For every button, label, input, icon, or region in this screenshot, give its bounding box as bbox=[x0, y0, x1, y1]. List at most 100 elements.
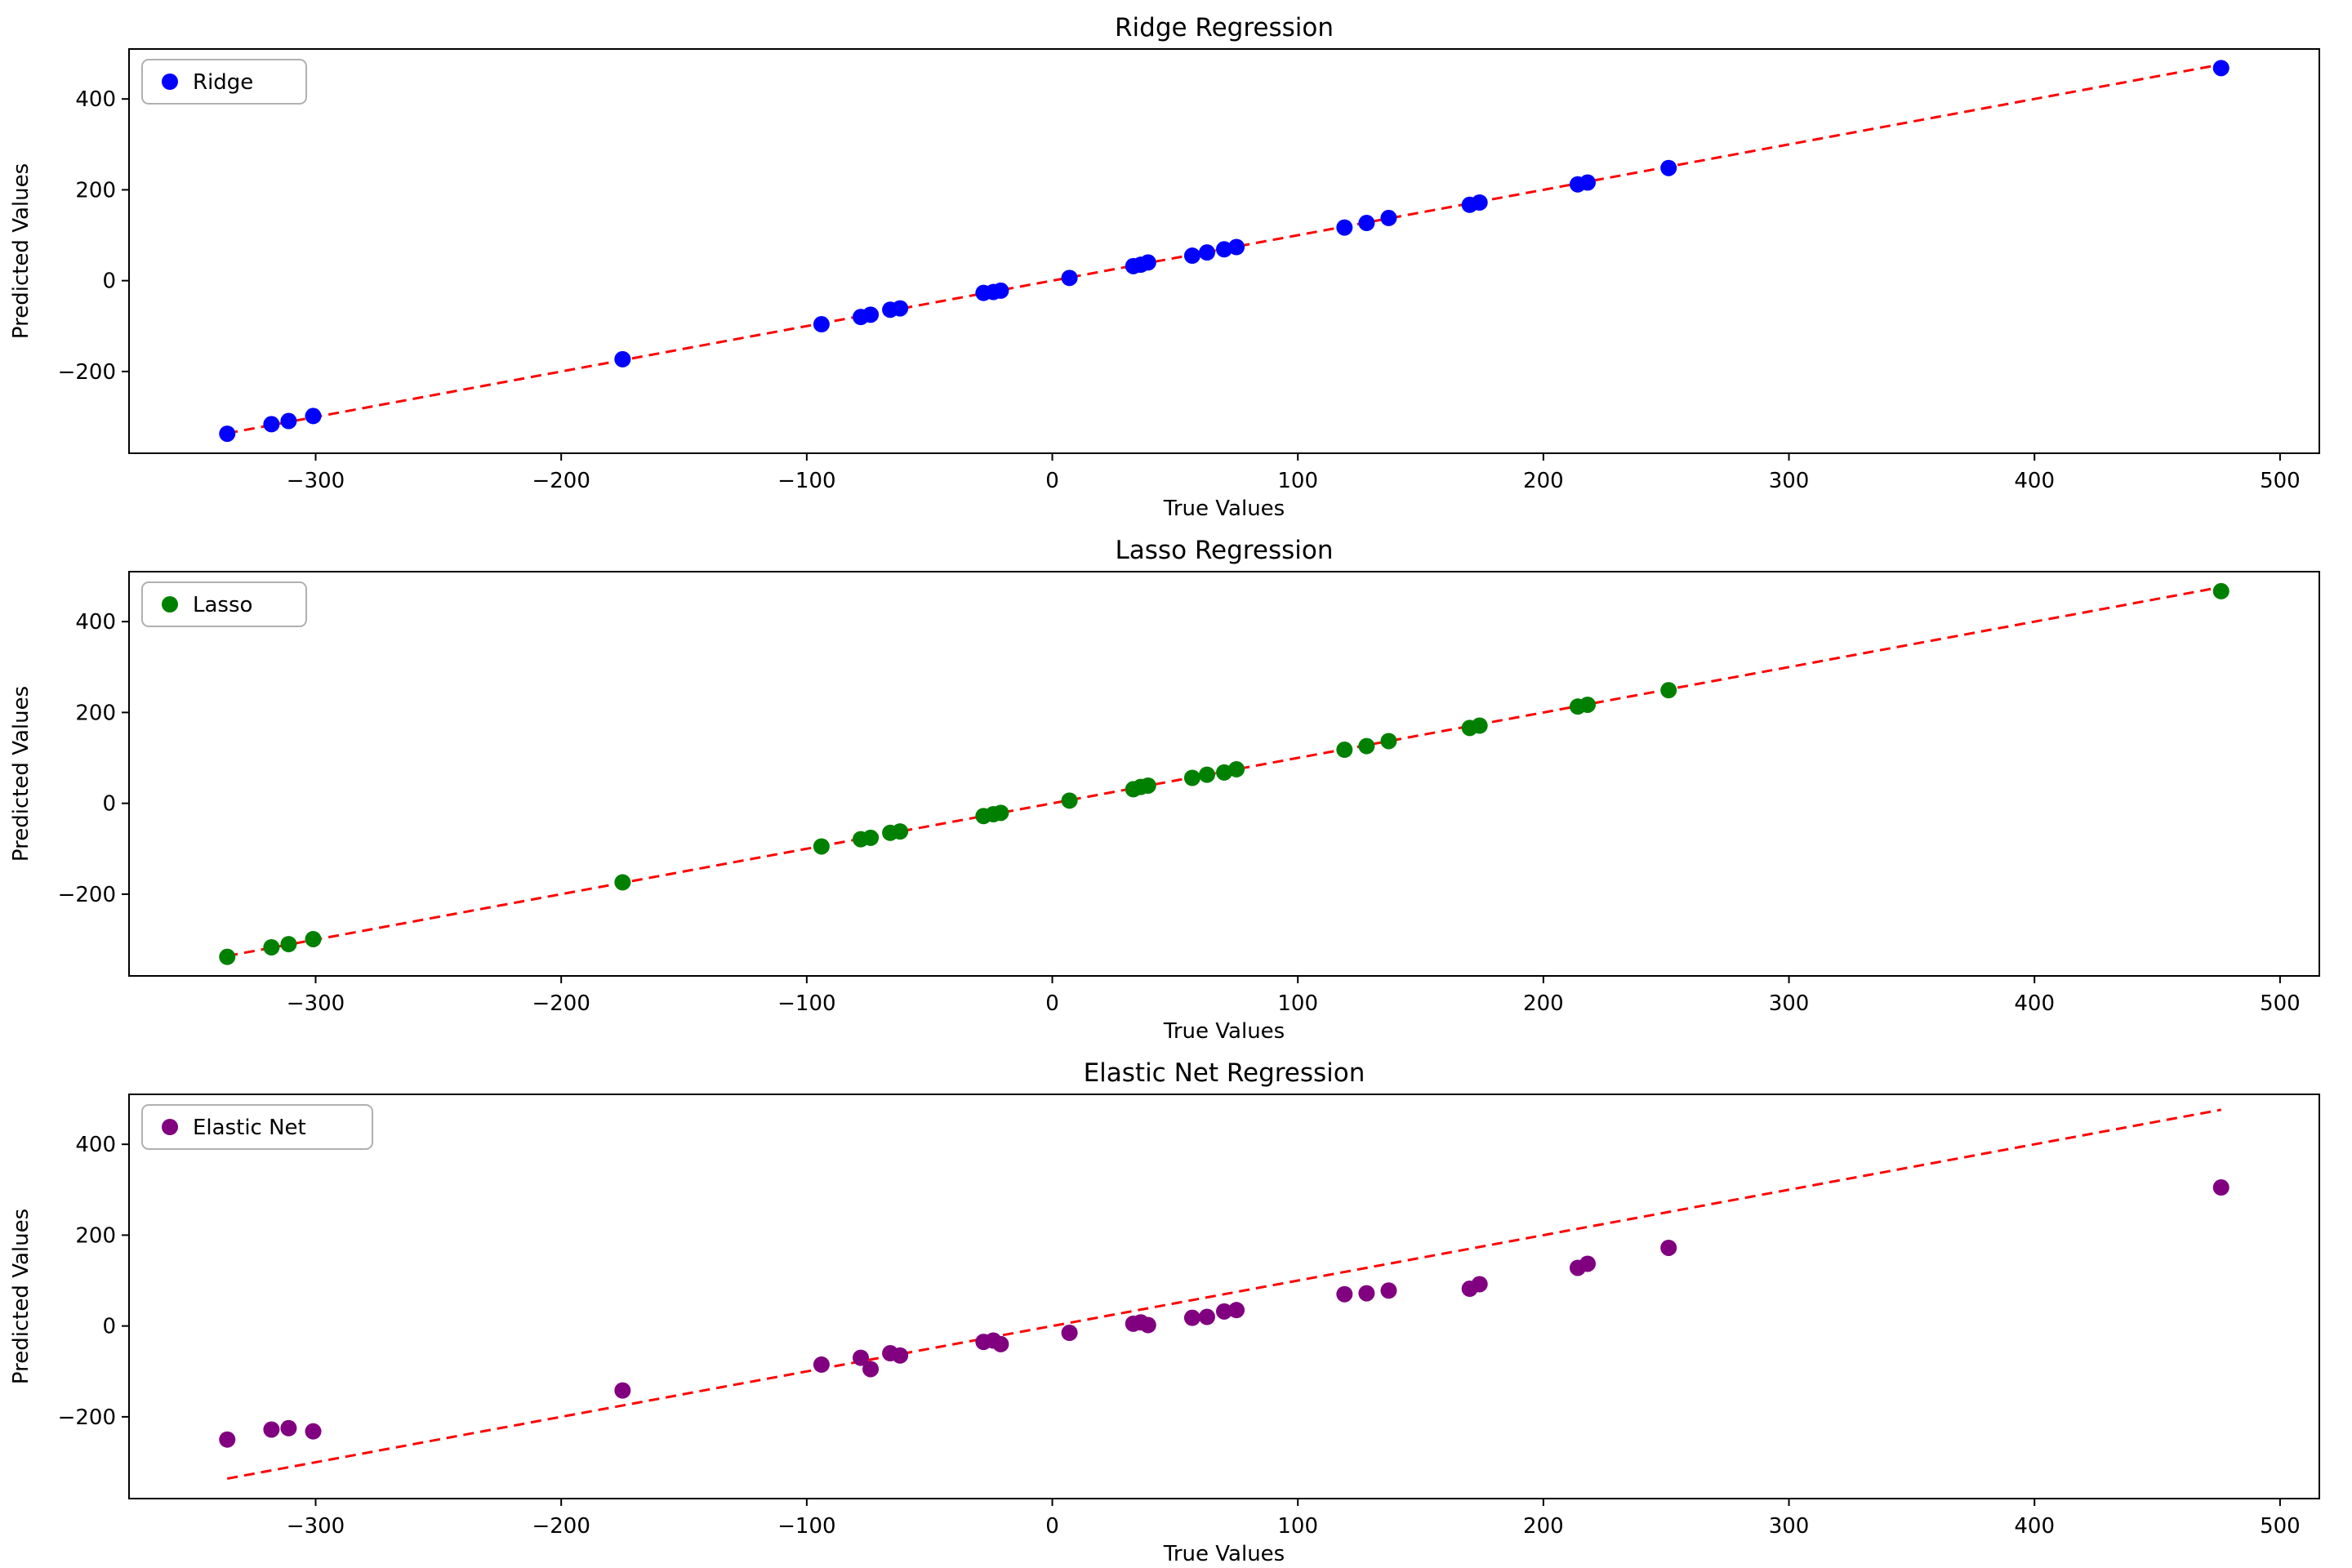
x-tick-label: 500 bbox=[2260, 469, 2301, 493]
x-tick-label: 200 bbox=[1523, 469, 1564, 493]
ridge-data-point bbox=[614, 350, 631, 368]
x-tick-label: 100 bbox=[1277, 469, 1318, 493]
elastic-net-data-point bbox=[862, 1361, 880, 1378]
lasso-data-point bbox=[263, 938, 280, 956]
elastic-net-data-point bbox=[2212, 1179, 2230, 1196]
lasso-data-point bbox=[992, 804, 1009, 822]
elastic-net-data-point bbox=[305, 1423, 322, 1440]
elastic-net-plot: Elastic Net Regression −300 −200 −100 0 100 20… bbox=[0, 1045, 2352, 1568]
ridge-data-point bbox=[1061, 270, 1078, 287]
elastic-net-data-point bbox=[1139, 1316, 1156, 1334]
x-tick-label: 0 bbox=[1045, 1514, 1059, 1539]
x-tick-label: −200 bbox=[532, 1514, 590, 1539]
ridge-data-point bbox=[1660, 159, 1677, 176]
identity-reference-line bbox=[226, 1108, 2222, 1481]
elastic-net-chart-title: Elastic Net Regression bbox=[1084, 1058, 1365, 1088]
legend-label: Ridge bbox=[193, 70, 253, 95]
lasso-data-point bbox=[1358, 737, 1375, 755]
ridge-data-point bbox=[862, 306, 880, 323]
elastic-net-data-point bbox=[219, 1431, 236, 1448]
x-tick-label: −200 bbox=[532, 469, 590, 493]
x-tick-label: 400 bbox=[2014, 991, 2055, 1016]
x-tick-label: −300 bbox=[287, 1514, 345, 1539]
elastic-net-data-point bbox=[1183, 1309, 1200, 1326]
x-tick-label: −300 bbox=[287, 469, 345, 493]
legend-box bbox=[141, 1104, 373, 1150]
ridge-data-point bbox=[1183, 247, 1200, 265]
elastic-net-data-point bbox=[1061, 1324, 1078, 1341]
ridge-chart-title: Ridge Regression bbox=[1115, 13, 1334, 42]
x-tick-label: 500 bbox=[2260, 991, 2301, 1016]
panel-background bbox=[0, 0, 2352, 523]
y-tick-label: 0 bbox=[102, 1315, 116, 1339]
elastic-net-data-point bbox=[1336, 1285, 1353, 1303]
legend-marker bbox=[162, 74, 178, 90]
lasso-data-point bbox=[280, 936, 297, 953]
lasso-data-point bbox=[305, 930, 322, 947]
lasso-data-point bbox=[1139, 777, 1156, 794]
ridge-data-point bbox=[992, 282, 1009, 299]
ridge-data-point bbox=[219, 425, 236, 443]
x-axis-label: True Values bbox=[1163, 497, 1285, 521]
elastic-net-data-point bbox=[1228, 1302, 1245, 1319]
y-tick-label: 400 bbox=[75, 610, 116, 635]
x-tick-label: 0 bbox=[1045, 991, 1059, 1016]
lasso-data-point bbox=[1660, 682, 1677, 699]
lasso-regression-panel: Lasso Regression −300 −200 −100 0 100 200 300 40… bbox=[0, 523, 2352, 1045]
x-tick-label: 200 bbox=[1523, 1514, 1564, 1539]
elastic-net-data-point bbox=[892, 1347, 909, 1364]
ridge-data-point bbox=[1139, 254, 1156, 271]
ridge-data-point bbox=[280, 412, 297, 430]
plot-border bbox=[128, 48, 2320, 454]
ridge-data-point bbox=[1216, 241, 1232, 258]
elastic-net-data-point bbox=[1216, 1303, 1232, 1320]
ridge-data-point bbox=[1198, 244, 1215, 261]
lasso-data-point bbox=[862, 829, 880, 846]
lasso-data-point bbox=[1471, 717, 1488, 734]
lasso-data-point bbox=[1579, 696, 1596, 713]
elastic-net-data-point bbox=[1660, 1239, 1677, 1256]
lasso-data-point bbox=[1380, 733, 1397, 750]
lasso-data-point bbox=[1183, 769, 1200, 786]
x-tick-label: 100 bbox=[1277, 1514, 1318, 1539]
elastic-net-data-point bbox=[614, 1382, 631, 1399]
legend-box bbox=[141, 581, 307, 627]
legend-marker bbox=[162, 596, 178, 612]
elastic-net-data-point bbox=[1579, 1255, 1596, 1272]
ridge-data-point bbox=[1228, 238, 1245, 256]
y-tick-label: 400 bbox=[75, 1133, 116, 1157]
ridge-data-point bbox=[305, 408, 322, 425]
x-tick-label: 400 bbox=[2014, 469, 2055, 493]
lasso-data-point bbox=[1061, 792, 1078, 809]
elastic-net-regression-panel: Elastic Net Regression −300 −200 −100 0 100 20… bbox=[0, 1045, 2352, 1568]
lasso-data-point bbox=[892, 823, 909, 840]
legend-box bbox=[141, 59, 307, 105]
elastic-net-data-point bbox=[280, 1419, 297, 1437]
y-tick-label: −200 bbox=[58, 883, 116, 907]
lasso-data-point bbox=[1198, 766, 1215, 783]
lasso-chart-title: Lasso Regression bbox=[1116, 536, 1334, 565]
legend-label: Elastic Net bbox=[193, 1116, 306, 1140]
y-tick-label: 200 bbox=[75, 701, 116, 725]
lasso-data-point bbox=[2212, 582, 2230, 599]
ridge-data-point bbox=[892, 300, 909, 317]
x-tick-label: −300 bbox=[287, 991, 345, 1016]
elastic-net-data-point bbox=[263, 1421, 280, 1438]
panel-background bbox=[0, 1045, 2352, 1568]
y-tick-label: −200 bbox=[58, 1405, 116, 1430]
ridge-data-point bbox=[1471, 194, 1488, 211]
x-axis-label: True Values bbox=[1163, 1019, 1285, 1044]
elastic-net-data-point bbox=[1471, 1276, 1488, 1293]
x-tick-label: −100 bbox=[777, 991, 835, 1016]
elastic-net-data-point bbox=[853, 1349, 870, 1366]
x-tick-label: 300 bbox=[1769, 1514, 1810, 1539]
x-axis-label: True Values bbox=[1163, 1542, 1285, 1566]
y-axis-label: Predicted Values bbox=[9, 686, 33, 862]
ridge-data-point bbox=[1336, 219, 1353, 236]
y-axis-label: Predicted Values bbox=[9, 1209, 33, 1384]
elastic-net-data-point bbox=[813, 1356, 830, 1373]
y-tick-label: 400 bbox=[75, 87, 116, 112]
lasso-data-point bbox=[1228, 760, 1245, 777]
lasso-data-point bbox=[1336, 742, 1353, 759]
